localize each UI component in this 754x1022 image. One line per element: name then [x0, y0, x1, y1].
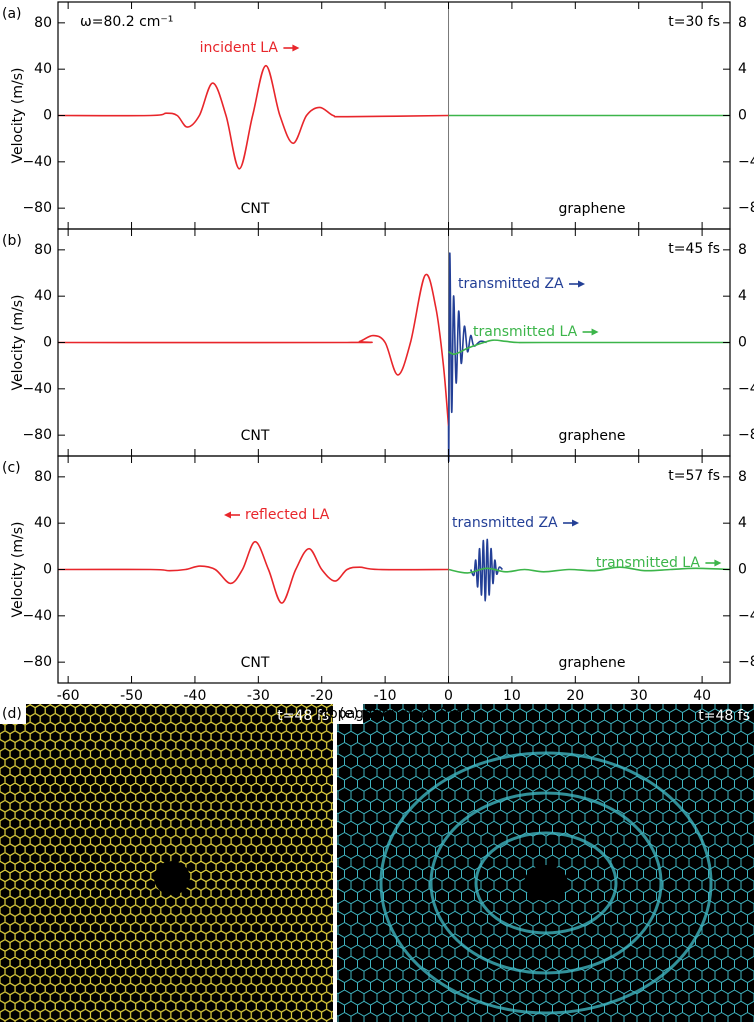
y2-tick-label: −8 — [738, 427, 754, 443]
image-time: t=48 fs — [698, 708, 750, 724]
y2-tick-label: −4 — [738, 154, 754, 170]
annotation: ω=80.2 cm⁻¹ — [80, 14, 173, 30]
annotation: CNT — [241, 428, 270, 444]
y2-tick-label: 8 — [738, 242, 747, 258]
y-tick-label: 80 — [34, 469, 52, 485]
panel-label: (c) — [2, 460, 21, 476]
y2-tick-label: −8 — [738, 200, 754, 216]
annotation: incident LA — [200, 40, 279, 56]
annotation: graphene — [558, 428, 625, 444]
image-label: (e) — [339, 706, 359, 722]
y-tick-label: 40 — [34, 288, 52, 304]
y-axis-label: Velocity (m/s) — [10, 295, 26, 391]
x-tick-label: 40 — [693, 688, 711, 704]
annotation: t=30 fs — [668, 14, 720, 30]
annotation: graphene — [558, 201, 625, 217]
y-tick-label: −40 — [22, 381, 52, 397]
y2-tick-label: −4 — [738, 381, 754, 397]
annotation-arrowhead — [591, 328, 599, 336]
y2-tick-label: −4 — [738, 608, 754, 624]
y-tick-label: 80 — [34, 15, 52, 31]
annotation: reflected LA — [245, 507, 330, 523]
annotation-arrowhead — [224, 511, 231, 519]
annotation: t=45 fs — [668, 241, 720, 257]
velocity-line — [469, 538, 503, 602]
ring — [379, 751, 713, 1015]
image-label-bg — [0, 704, 26, 724]
annotation-arrowhead — [578, 280, 586, 288]
y-tick-label: −80 — [22, 427, 52, 443]
y-tick-label: 40 — [34, 61, 52, 77]
x-tick-label: 30 — [630, 688, 648, 704]
annotation-arrowhead — [572, 519, 580, 527]
y2-tick-label: 8 — [738, 469, 747, 485]
image-label: (d) — [2, 706, 22, 722]
y-tick-label: −80 — [22, 200, 52, 216]
y2-tick-label: 4 — [738, 61, 747, 77]
x-axis-label: Propagation Path (nm) — [315, 706, 472, 722]
annotation-arrowhead — [714, 559, 722, 567]
x-tick-label: -40 — [183, 688, 206, 704]
x-tick-label: -60 — [57, 688, 80, 704]
annotation: transmitted LA — [473, 324, 578, 340]
y2-tick-label: −8 — [738, 654, 754, 670]
y2-tick-label: 4 — [738, 515, 747, 531]
y2-tick-label: 0 — [738, 108, 747, 124]
y-axis-label: Velocity (m/s) — [10, 522, 26, 618]
panel-label: (a) — [2, 6, 22, 22]
annotation: transmitted ZA — [452, 515, 558, 531]
x-tick-label: 10 — [503, 688, 521, 704]
annotation: transmitted ZA — [458, 276, 564, 292]
ring — [474, 831, 618, 935]
annotation: CNT — [241, 655, 270, 671]
image-label-bg — [337, 704, 363, 724]
wave-rings — [379, 751, 713, 1015]
x-tick-label: -30 — [247, 688, 270, 704]
cnt-junction-d — [154, 861, 190, 895]
velocity-line — [448, 339, 730, 355]
ring — [429, 791, 663, 975]
annotation: transmitted LA — [596, 555, 701, 571]
velocity-line — [448, 566, 731, 574]
y-axis-label: Velocity (m/s) — [10, 68, 26, 164]
x-tick-label: 20 — [566, 688, 584, 704]
y-tick-label: 40 — [34, 515, 52, 531]
y-tick-label: −80 — [22, 654, 52, 670]
x-tick-label: -20 — [310, 688, 333, 704]
annotation: CNT — [241, 201, 270, 217]
x-tick-label: -50 — [120, 688, 143, 704]
snapshots: (d) t=48 fs (e) t=48 fs — [0, 704, 754, 1022]
y-tick-label: −40 — [22, 154, 52, 170]
x-tick-label: -10 — [374, 688, 397, 704]
image-time: t=48 fs — [277, 708, 329, 724]
y-tick-label: 0 — [43, 562, 52, 578]
cnt-junction-e — [524, 865, 568, 901]
annotation-arrowhead — [292, 44, 300, 52]
velocity-line — [447, 252, 487, 463]
y-tick-label: −40 — [22, 608, 52, 624]
x-tick-label: 0 — [444, 688, 453, 704]
y2-tick-label: 4 — [738, 288, 747, 304]
y-tick-label: 80 — [34, 242, 52, 258]
velocity-line — [57, 64, 449, 170]
graphene-lattice-e — [337, 704, 754, 1022]
y2-tick-label: 8 — [738, 15, 747, 31]
y2-tick-label: 0 — [738, 335, 747, 351]
y-tick-label: 0 — [43, 108, 52, 124]
y-tick-label: 0 — [43, 335, 52, 351]
annotation: graphene — [558, 655, 625, 671]
panel-label: (b) — [2, 233, 22, 249]
y2-tick-label: 0 — [738, 562, 747, 578]
velocity-line — [57, 273, 450, 426]
velocity-line — [57, 540, 449, 604]
annotation: t=57 fs — [668, 468, 720, 484]
